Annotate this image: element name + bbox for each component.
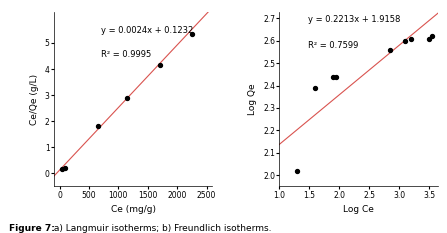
Text: y = 0.2213x + 1.9158: y = 0.2213x + 1.9158 (308, 15, 400, 24)
Point (124, 96, 131, 99)
Point (408, 37, 415, 40)
Text: R² = 0.9995: R² = 0.9995 (101, 50, 152, 59)
Text: a) Langmuir isotherms; b) Freundlich isotherms.: a) Langmuir isotherms; b) Freundlich iso… (51, 224, 272, 233)
Text: Figure 7:: Figure 7: (9, 224, 55, 233)
Point (401, 39, 409, 43)
Point (294, 169, 301, 173)
Point (94, 125, 101, 128)
X-axis label: Log Ce: Log Ce (343, 205, 374, 214)
Point (426, 37, 433, 40)
Point (59, 167, 66, 171)
Point (329, 75, 337, 79)
Text: R² = 0.7599: R² = 0.7599 (308, 41, 358, 50)
Text: y = 0.0024x + 0.1232: y = 0.0024x + 0.1232 (101, 26, 194, 35)
Point (62, 166, 69, 169)
Point (188, 32, 195, 36)
Point (429, 34, 436, 38)
Point (387, 48, 394, 51)
Y-axis label: Ce/Qe (g/L): Ce/Qe (g/L) (30, 73, 39, 125)
Point (333, 75, 340, 79)
Point (156, 63, 163, 67)
Y-axis label: Log Qe: Log Qe (249, 83, 257, 115)
X-axis label: Ce (mg/g): Ce (mg/g) (110, 205, 156, 214)
Point (312, 86, 319, 90)
